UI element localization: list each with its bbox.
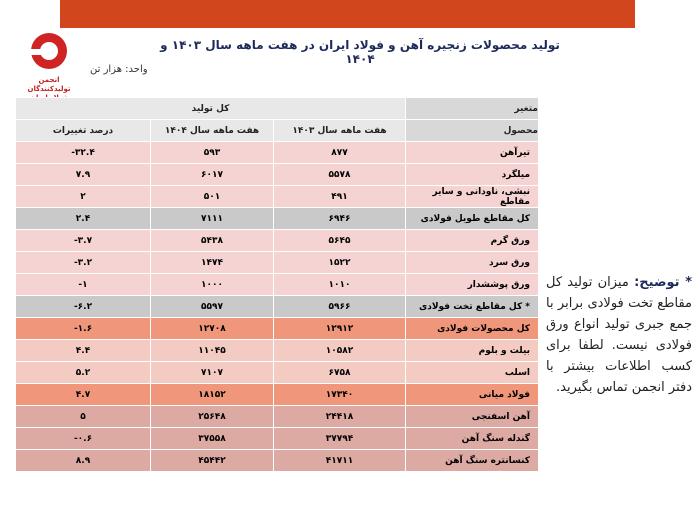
value-cell: -۶.۲ xyxy=(14,295,152,318)
value-cell: ۴۵۴۴۲ xyxy=(150,449,275,472)
note-label: * توضیح: xyxy=(634,275,692,290)
title: تولید محصولات زنجیره آهن و فولاد ایران د… xyxy=(160,38,560,66)
value-cell: ۵۹۶۶ xyxy=(273,295,407,318)
table-row: آهن اسفنجی ۲۴۴۱۸ ۲۵۶۴۸ ۵ xyxy=(14,405,540,428)
value-cell: ۵۹۳ xyxy=(150,141,275,164)
product-cell: نبشی، ناودانی و سایر مقاطع xyxy=(405,185,540,208)
value-cell: ۶۹۴۶ xyxy=(273,207,407,230)
value-cell: ۴.۷ xyxy=(14,383,152,406)
value-cell: ۷۱۰۷ xyxy=(150,361,275,384)
value-cell: ۴۱۷۱۱ xyxy=(273,449,407,472)
value-cell: -۳.۲ xyxy=(14,251,152,274)
product-cell: میلگرد xyxy=(405,163,540,186)
table-row: نبشی، ناودانی و سایر مقاطع ۴۹۱ ۵۰۱ ۲ xyxy=(14,185,540,208)
column-header: درصد تغییرات xyxy=(14,119,152,142)
product-cell: فولاد میانی xyxy=(405,383,540,406)
table: متغیر کل تولید محصول هفت ماهه سال ۱۴۰۳ هفت… xyxy=(14,97,540,472)
table-row: اسلب ۶۷۵۸ ۷۱۰۷ ۵.۲ xyxy=(14,361,540,384)
product-cell: کل مقاطع طویل فولادی xyxy=(405,207,540,230)
value-cell: ۷۱۱۱ xyxy=(150,207,275,230)
value-cell: ۳۷۵۵۸ xyxy=(150,427,275,450)
value-cell: ۸۷۷ xyxy=(273,141,407,164)
value-cell: ۶۷۵۸ xyxy=(273,361,407,384)
table-row: فولاد میانی ۱۷۳۴۰ ۱۸۱۵۲ ۴.۷ xyxy=(14,383,540,406)
value-cell: ۱۵۲۲ xyxy=(273,251,407,274)
value-cell: ۵۴۳۸ xyxy=(150,229,275,252)
table-row: کل مقاطع طویل فولادی ۶۹۴۶ ۷۱۱۱ ۲.۴ xyxy=(14,207,540,230)
value-cell: ۵۰۱ xyxy=(150,185,275,208)
value-cell: ۱۰۰۰ xyxy=(150,273,275,296)
value-cell: ۱۴۷۴ xyxy=(150,251,275,274)
value-cell: ۴۹۱ xyxy=(273,185,407,208)
product-cell: ورق پوششدار xyxy=(405,273,540,296)
product-cell: کل محصولات فولادی xyxy=(405,317,540,340)
value-cell: -۰.۶ xyxy=(14,427,152,450)
top-bar xyxy=(60,0,635,28)
value-cell: ۶۰۱۷ xyxy=(150,163,275,186)
value-cell: ۴.۴ xyxy=(14,339,152,362)
table-row: بیلت و بلوم ۱۰۵۸۲ ۱۱۰۴۵ ۴.۴ xyxy=(14,339,540,362)
value-cell: ۲ xyxy=(14,185,152,208)
logo: انجمن تولیدکنندگان فولاد ایران xyxy=(18,30,80,103)
value-cell: -۳.۷ xyxy=(14,229,152,252)
value-cell: ۱۰۱۰ xyxy=(273,273,407,296)
value-cell: ۱۰۵۸۲ xyxy=(273,339,407,362)
product-cell: کنسانتره سنگ آهن xyxy=(405,449,540,472)
corner-bottom: محصول xyxy=(405,119,540,142)
table-row: ورق گرم ۵۶۴۵ ۵۴۳۸ -۳.۷ xyxy=(14,229,540,252)
value-cell: ۲۴۴۱۸ xyxy=(273,405,407,428)
value-cell: ۱۲۹۱۲ xyxy=(273,317,407,340)
value-cell: ۱۷۳۴۰ xyxy=(273,383,407,406)
table-row: ورق سرد ۱۵۲۲ ۱۴۷۴ -۳.۲ xyxy=(14,251,540,274)
product-cell: آهن اسفنجی xyxy=(405,405,540,428)
logo-icon xyxy=(31,33,67,69)
product-cell: گندله سنگ آهن xyxy=(405,427,540,450)
product-cell: بیلت و بلوم xyxy=(405,339,540,362)
value-cell: -۱ xyxy=(14,273,152,296)
table-row: میلگرد ۵۵۷۸ ۶۰۱۷ ۷.۹ xyxy=(14,163,540,186)
value-cell: ۱۱۰۴۵ xyxy=(150,339,275,362)
corner-top: متغیر xyxy=(405,97,540,120)
product-cell: ورق سرد xyxy=(405,251,540,274)
value-cell: ۱۲۷۰۸ xyxy=(150,317,275,340)
table-row: کنسانتره سنگ آهن ۴۱۷۱۱ ۴۵۴۴۲ ۸.۹ xyxy=(14,449,540,472)
value-cell: ۱۸۱۵۲ xyxy=(150,383,275,406)
group-header: کل تولید xyxy=(14,97,407,120)
value-cell: ۸.۹ xyxy=(14,449,152,472)
value-cell: ۷.۹ xyxy=(14,163,152,186)
value-cell: -۱.۶ xyxy=(14,317,152,340)
note-text: میزان تولید کل مقاطع تخت فولادی برابر با… xyxy=(546,275,692,395)
value-cell: -۳۲.۴ xyxy=(14,141,152,164)
table-row: * کل مقاطع تخت فولادی ۵۹۶۶ ۵۵۹۷ -۶.۲ xyxy=(14,295,540,318)
value-cell: ۵۶۴۵ xyxy=(273,229,407,252)
note: * توضیح: میزان تولید کل مقاطع تخت فولادی… xyxy=(546,272,692,398)
value-cell: ۵۵۹۷ xyxy=(150,295,275,318)
value-cell: ۵۵۷۸ xyxy=(273,163,407,186)
product-cell: * کل مقاطع تخت فولادی xyxy=(405,295,540,318)
unit: واحد: هزار تن xyxy=(90,64,148,75)
product-cell: تیرآهن xyxy=(405,141,540,164)
value-cell: ۲.۴ xyxy=(14,207,152,230)
column-header: هفت ماهه سال ۱۴۰۳ xyxy=(273,119,407,142)
value-cell: ۲۵۶۴۸ xyxy=(150,405,275,428)
table-row: کل محصولات فولادی ۱۲۹۱۲ ۱۲۷۰۸ -۱.۶ xyxy=(14,317,540,340)
table-row: تیرآهن ۸۷۷ ۵۹۳ -۳۲.۴ xyxy=(14,141,540,164)
value-cell: ۵ xyxy=(14,405,152,428)
value-cell: ۳۷۷۹۴ xyxy=(273,427,407,450)
value-cell: ۵.۲ xyxy=(14,361,152,384)
product-cell: ورق گرم xyxy=(405,229,540,252)
table-row: گندله سنگ آهن ۳۷۷۹۴ ۳۷۵۵۸ -۰.۶ xyxy=(14,427,540,450)
column-header: هفت ماهه سال ۱۴۰۴ xyxy=(150,119,275,142)
product-cell: اسلب xyxy=(405,361,540,384)
table-row: ورق پوششدار ۱۰۱۰ ۱۰۰۰ -۱ xyxy=(14,273,540,296)
